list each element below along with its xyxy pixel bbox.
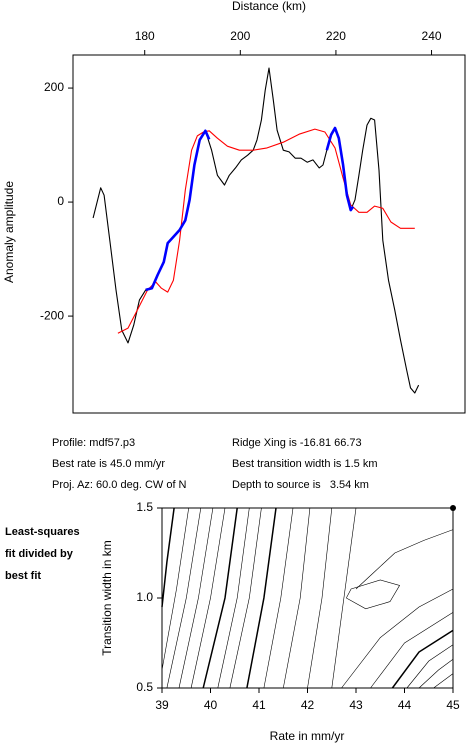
contour-line	[178, 507, 214, 689]
annotation: Proj. Az: 60.0 deg. CW of N	[52, 479, 187, 491]
contour-line	[263, 507, 294, 689]
x-axis-label: Rate in mm/yr	[270, 729, 345, 743]
y-axis-label: Transition width in km	[100, 540, 114, 656]
x-axis-label: Distance (km)	[232, 0, 306, 13]
annotation: Best transition width is 1.5 km	[232, 458, 378, 470]
y-tick-label: 200	[44, 80, 64, 94]
annotation: Best rate is 45.0 mm/yr	[52, 458, 165, 470]
best-fit-point	[450, 505, 456, 511]
contour-line	[331, 507, 357, 689]
contour-line	[161, 507, 175, 608]
x-tick-label: 43	[349, 698, 363, 712]
x-tick-label: 200	[230, 29, 250, 43]
x-tick-label: 39	[155, 698, 169, 712]
y-tick-label: 1.5	[136, 500, 153, 514]
contour-line	[418, 658, 454, 689]
y-tick-label: 0.5	[136, 680, 153, 694]
contour-line	[283, 507, 311, 689]
side-label: Least-squares	[5, 526, 80, 538]
side-label: best fit	[5, 570, 41, 582]
contour-line	[346, 579, 401, 610]
contour-line	[202, 507, 238, 689]
plot-frame	[72, 54, 466, 414]
data-line	[92, 67, 420, 394]
contour-line	[370, 612, 454, 689]
contour-line	[391, 629, 454, 689]
x-tick-label: 42	[301, 698, 315, 712]
x-tick-label: 41	[252, 698, 266, 712]
y-tick-label: 1.0	[136, 590, 153, 604]
x-tick-label: 44	[398, 698, 412, 712]
x-tick-label: 40	[204, 698, 218, 712]
contour-line	[190, 507, 226, 689]
annotation: Profile: mdf57.p3	[52, 437, 135, 449]
data-line	[117, 128, 415, 334]
contour-line	[246, 507, 277, 689]
side-label: fit divided by	[5, 548, 74, 560]
contour-line	[433, 673, 454, 689]
x-tick-label: 180	[135, 29, 155, 43]
x-tick-label: 240	[422, 29, 442, 43]
annotation: Ridge Xing is -16.81 66.73	[232, 437, 362, 449]
y-tick-label: 0	[57, 194, 64, 208]
contour-line	[341, 588, 454, 689]
contour-line	[229, 507, 262, 689]
annotation: Depth to source is 3.54 km	[232, 479, 369, 491]
contour-line	[161, 507, 189, 671]
contour-line	[355, 529, 454, 590]
plot-frame	[161, 507, 454, 689]
y-tick-label: -200	[40, 308, 64, 322]
x-tick-label: 45	[446, 698, 460, 712]
contour-line	[217, 507, 250, 689]
contour-line	[166, 507, 202, 689]
contour-line	[307, 507, 333, 689]
data-line	[145, 126, 355, 292]
y-axis-label: Anomaly amplitude	[2, 181, 16, 283]
x-tick-label: 220	[326, 29, 346, 43]
contour-line	[406, 644, 454, 689]
